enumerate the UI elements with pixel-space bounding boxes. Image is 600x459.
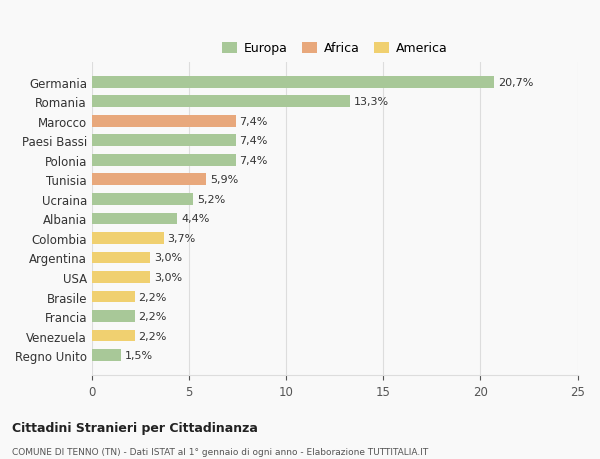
Bar [92,116,236,127]
Bar [92,252,150,264]
Bar [92,330,134,342]
Text: 3,0%: 3,0% [154,253,182,263]
Text: 3,7%: 3,7% [167,234,196,243]
Bar [92,174,206,186]
Bar [92,96,350,108]
Bar [92,194,193,205]
Text: 5,2%: 5,2% [197,195,225,204]
Text: 7,4%: 7,4% [239,156,268,165]
Text: Cittadini Stranieri per Cittadinanza: Cittadini Stranieri per Cittadinanza [12,421,258,435]
Text: 3,0%: 3,0% [154,273,182,282]
Text: 1,5%: 1,5% [125,350,153,360]
Text: 7,4%: 7,4% [239,136,268,146]
Bar [92,350,121,361]
Text: 4,4%: 4,4% [181,214,209,224]
Text: 20,7%: 20,7% [498,78,533,88]
Bar [92,272,150,283]
Text: 13,3%: 13,3% [354,97,389,107]
Text: 2,2%: 2,2% [139,311,167,321]
Bar [92,77,494,88]
Text: 2,2%: 2,2% [139,331,167,341]
Text: 2,2%: 2,2% [139,292,167,302]
Text: 5,9%: 5,9% [211,175,239,185]
Text: 7,4%: 7,4% [239,117,268,127]
Bar [92,311,134,322]
Bar [92,213,178,225]
Bar [92,291,134,303]
Bar [92,135,236,147]
Bar [92,233,164,244]
Bar [92,155,236,166]
Text: COMUNE DI TENNO (TN) - Dati ISTAT al 1° gennaio di ogni anno - Elaborazione TUTT: COMUNE DI TENNO (TN) - Dati ISTAT al 1° … [12,448,428,456]
Legend: Europa, Africa, America: Europa, Africa, America [217,37,452,60]
